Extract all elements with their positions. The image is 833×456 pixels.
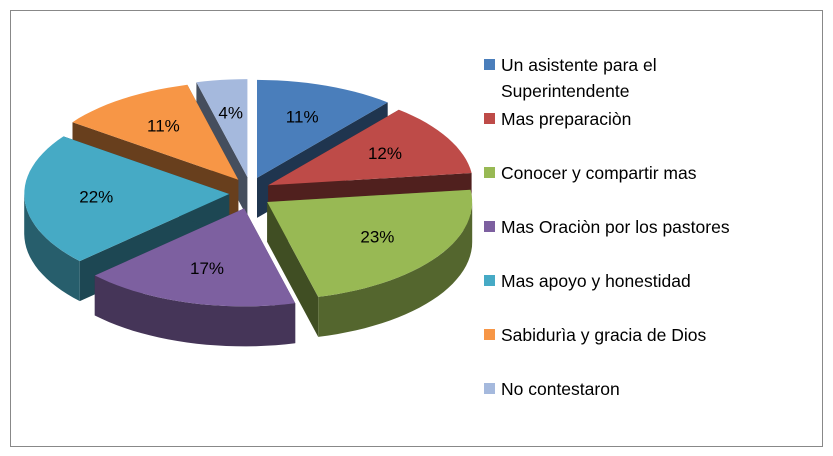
legend-swatch [484,167,495,178]
legend-item: Mas apoyo y honestidad [484,268,749,322]
legend-label: Conocer y compartir mas [501,163,697,183]
legend-item: No contestaron [484,376,749,430]
legend-swatch [484,275,495,286]
slice-wall [318,202,473,337]
legend-item: Conocer y compartir mas [484,160,749,214]
legend-label: Mas preparaciòn [501,109,632,129]
data-label: 12% [368,144,402,163]
data-label: 17% [190,259,224,278]
legend-swatch [484,221,495,232]
slice [24,136,230,262]
legend-swatch [484,383,495,394]
slice-wall [24,194,80,302]
legend-label: No contestaron [501,379,620,399]
legend-label: Sabidurìa y gracia de Dios [501,325,707,345]
slice [196,79,248,178]
legend-item: Mas preparaciòn [484,106,749,160]
slice-wall [94,275,296,347]
slice-side [267,202,319,337]
legend-item: Mas Oraciòn por los pastores [484,214,749,268]
legend-label: Mas Oraciòn por los pastores [501,217,730,237]
slice [257,79,388,178]
chart-frame [10,10,823,447]
data-label: 11% [147,117,180,136]
slice [72,84,239,180]
legend-swatch [484,59,495,70]
legend-swatch [484,329,495,340]
slice [94,208,296,307]
legend-label: Un asistente para el Superintendente [501,55,657,101]
legend-item: Un asistente para el Superintendente [484,52,749,106]
data-label: 11% [286,107,319,126]
data-label: 4% [218,103,243,122]
data-label: 23% [360,227,394,246]
legend-label: Mas apoyo y honestidad [501,271,691,291]
legend-swatch [484,113,495,124]
slice [268,109,472,186]
legend-item: Sabidurìa y gracia de Dios [484,322,749,376]
legend: Un asistente para el Superintendente Mas … [484,52,749,430]
data-label: 22% [79,187,113,206]
slice [267,189,473,297]
